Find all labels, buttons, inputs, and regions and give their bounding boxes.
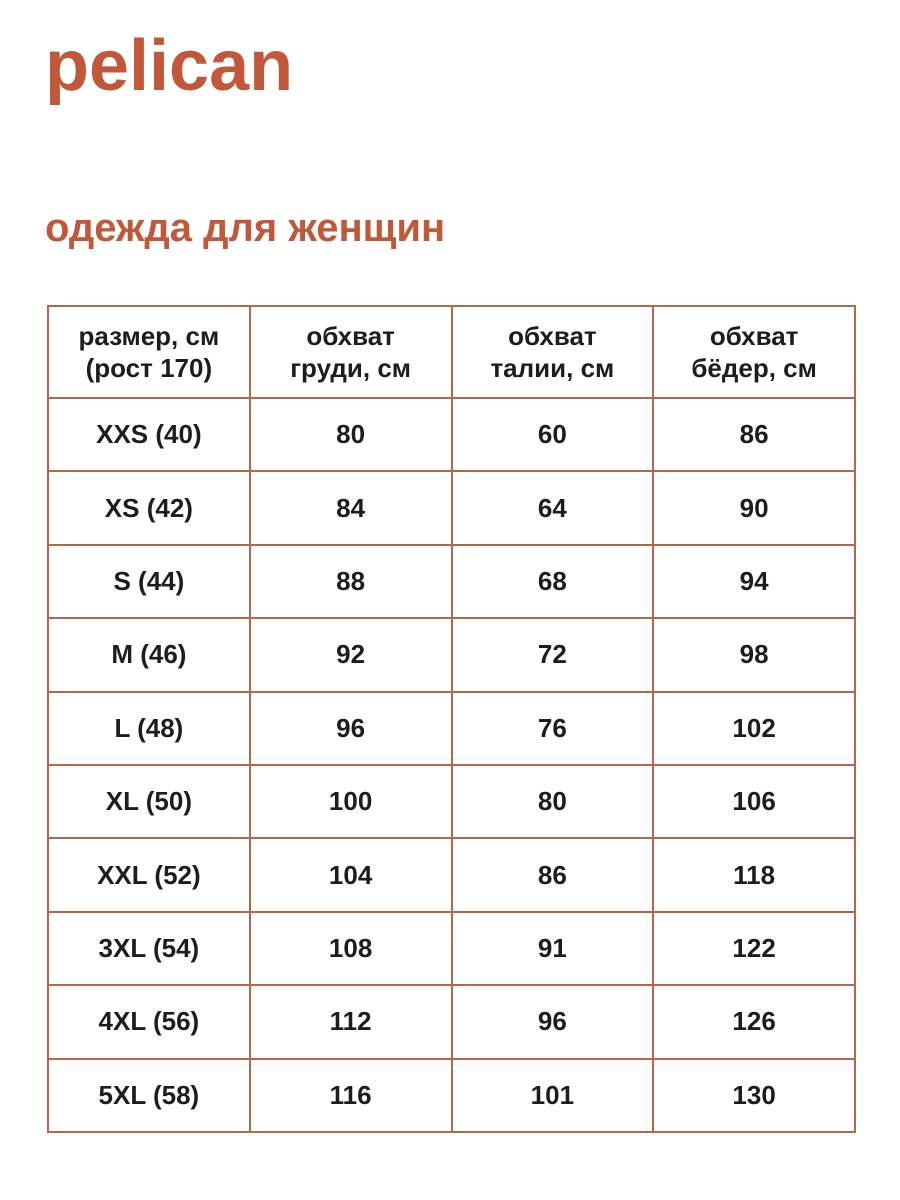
header-chest-line1: обхват	[306, 320, 395, 351]
hips-cell: 118	[652, 837, 856, 913]
brand-logo: pelican	[45, 26, 294, 106]
chest-cell: 96	[248, 690, 453, 766]
header-size-line2: (рост 170)	[85, 353, 213, 383]
waist-cell: 60	[450, 396, 655, 473]
header-chest-line2: груди, см	[290, 353, 412, 383]
table-row: XS (42) 84 64 90	[47, 470, 856, 546]
size-cell: 4XL (56)	[47, 984, 251, 1060]
size-cell: XL (50)	[47, 763, 251, 840]
size-table-header: размер, см (рост 170) обхват груди, см о…	[47, 305, 856, 399]
table-row: M (46) 92 72 98	[47, 617, 856, 693]
header-waist-line2: талии, см	[490, 353, 615, 383]
hips-cell: 126	[652, 984, 856, 1060]
size-cell: S (44)	[47, 543, 251, 620]
hips-cell: 90	[652, 470, 856, 546]
hips-cell: 94	[652, 543, 856, 620]
size-cell: XXS (40)	[47, 396, 251, 473]
table-row: L (48) 96 76 102	[47, 690, 856, 766]
size-cell: XS (42)	[47, 470, 251, 546]
header-size-line1: размер, см	[78, 320, 220, 351]
chest-cell: 84	[248, 470, 453, 546]
waist-cell: 72	[450, 617, 655, 693]
size-cell: 5XL (58)	[47, 1057, 251, 1133]
waist-cell: 64	[450, 470, 655, 546]
table-row: XXL (52) 104 86 118	[47, 837, 856, 913]
table-row: XL (50) 100 80 106	[47, 763, 856, 840]
chest-cell: 92	[248, 617, 453, 693]
waist-cell: 101	[450, 1057, 655, 1133]
hips-cell: 106	[652, 763, 856, 840]
page-title: одежда для женщин	[45, 206, 446, 250]
chest-cell: 104	[248, 837, 453, 913]
header-row: размер, см (рост 170) обхват груди, см о…	[47, 305, 856, 399]
size-cell: 3XL (54)	[47, 910, 251, 987]
header-chest-column: обхват груди, см	[248, 305, 453, 399]
waist-cell: 68	[450, 543, 655, 620]
header-waist-column: обхват талии, см	[450, 305, 655, 399]
hips-cell: 122	[652, 910, 856, 987]
header-waist-line1: обхват	[508, 320, 597, 351]
table-row: 3XL (54) 108 91 122	[47, 910, 856, 987]
size-chart-table: размер, см (рост 170) обхват груди, см о…	[47, 305, 856, 1133]
waist-cell: 96	[450, 984, 655, 1060]
waist-cell: 91	[450, 910, 655, 987]
size-table-body: XXS (40) 80 60 86 XS (42) 84 64 90 S (44) 88 68 94 M…	[47, 396, 856, 1133]
hips-cell: 102	[652, 690, 856, 766]
table-row: XXS (40) 80 60 86	[47, 396, 856, 473]
hips-cell: 98	[652, 617, 856, 693]
waist-cell: 86	[450, 837, 655, 913]
chest-cell: 112	[248, 984, 453, 1060]
chest-cell: 80	[248, 396, 453, 473]
size-cell: M (46)	[47, 617, 251, 693]
chest-cell: 108	[248, 910, 453, 987]
table-row: S (44) 88 68 94	[47, 543, 856, 620]
chest-cell: 116	[248, 1057, 453, 1133]
hips-cell: 130	[652, 1057, 856, 1133]
table-row: 4XL (56) 112 96 126	[47, 984, 856, 1060]
chest-cell: 88	[248, 543, 453, 620]
waist-cell: 76	[450, 690, 655, 766]
hips-cell: 86	[652, 396, 856, 473]
size-cell: L (48)	[47, 690, 251, 766]
waist-cell: 80	[450, 763, 655, 840]
table-row: 5XL (58) 116 101 130	[47, 1057, 856, 1133]
header-size-column: размер, см (рост 170)	[47, 305, 251, 399]
header-hips-line1: обхват	[709, 320, 799, 351]
header-hips-line2: бёдер, см	[691, 353, 817, 383]
chest-cell: 100	[248, 763, 453, 840]
header-hips-column: обхват бёдер, см	[652, 305, 856, 399]
size-cell: XXL (52)	[47, 837, 251, 913]
